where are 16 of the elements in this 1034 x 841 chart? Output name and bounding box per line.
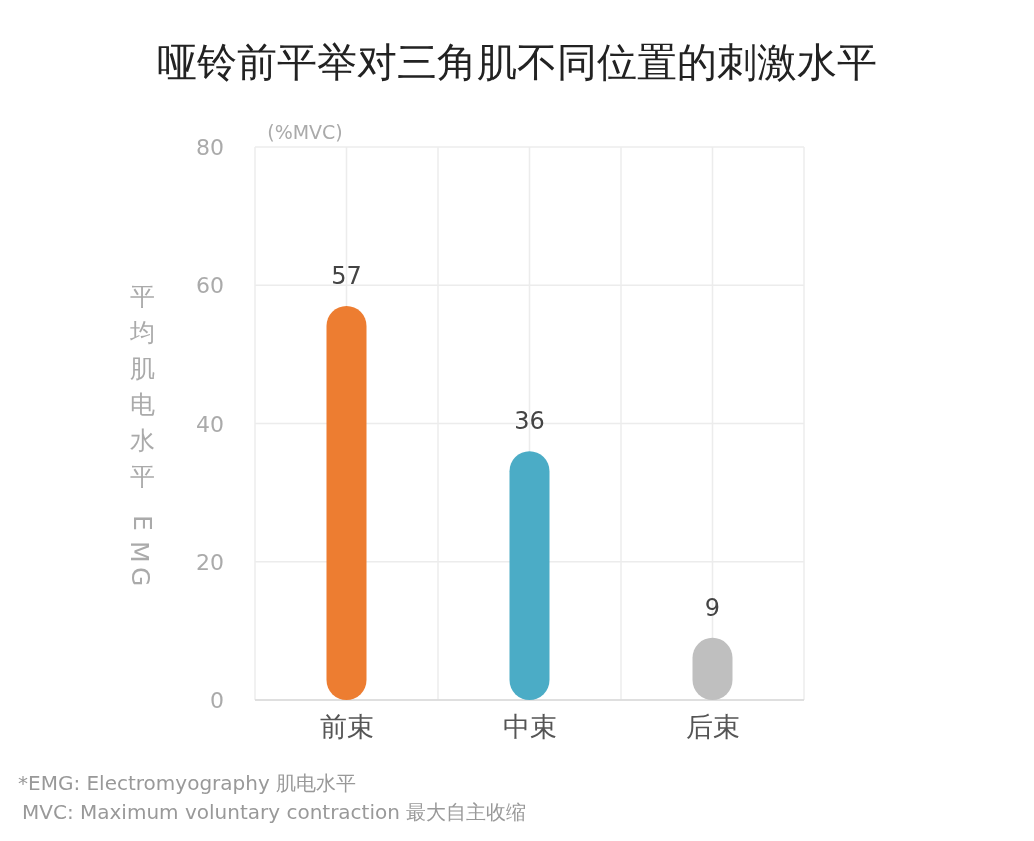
text: MVC: Maximum voluntary contraction 最大自主收缩	[22, 800, 527, 824]
text: (%MVC)	[267, 121, 343, 143]
y-tick-label: 20	[196, 549, 224, 575]
text: *EMG: Electromyography 肌电水平	[18, 771, 357, 795]
data-label: 9	[704, 593, 721, 622]
y-tick-label: 0	[210, 688, 224, 713]
y-tick-label: 40	[196, 411, 224, 437]
y-tick-label: 80	[196, 135, 224, 160]
x-tick-label: 后束	[685, 711, 740, 742]
data-label: 36	[514, 407, 545, 436]
y-axis-title: 平均肌电水平EMG	[125, 282, 158, 587]
x-tick-label: 中束	[502, 711, 557, 742]
x-tick-label: 前束	[319, 711, 374, 742]
chart-title: 哑铃前平举对三角肌不同位置的刺激水平	[157, 39, 877, 85]
y-tick-label: 60	[196, 273, 224, 299]
data-label: 57	[331, 261, 362, 290]
